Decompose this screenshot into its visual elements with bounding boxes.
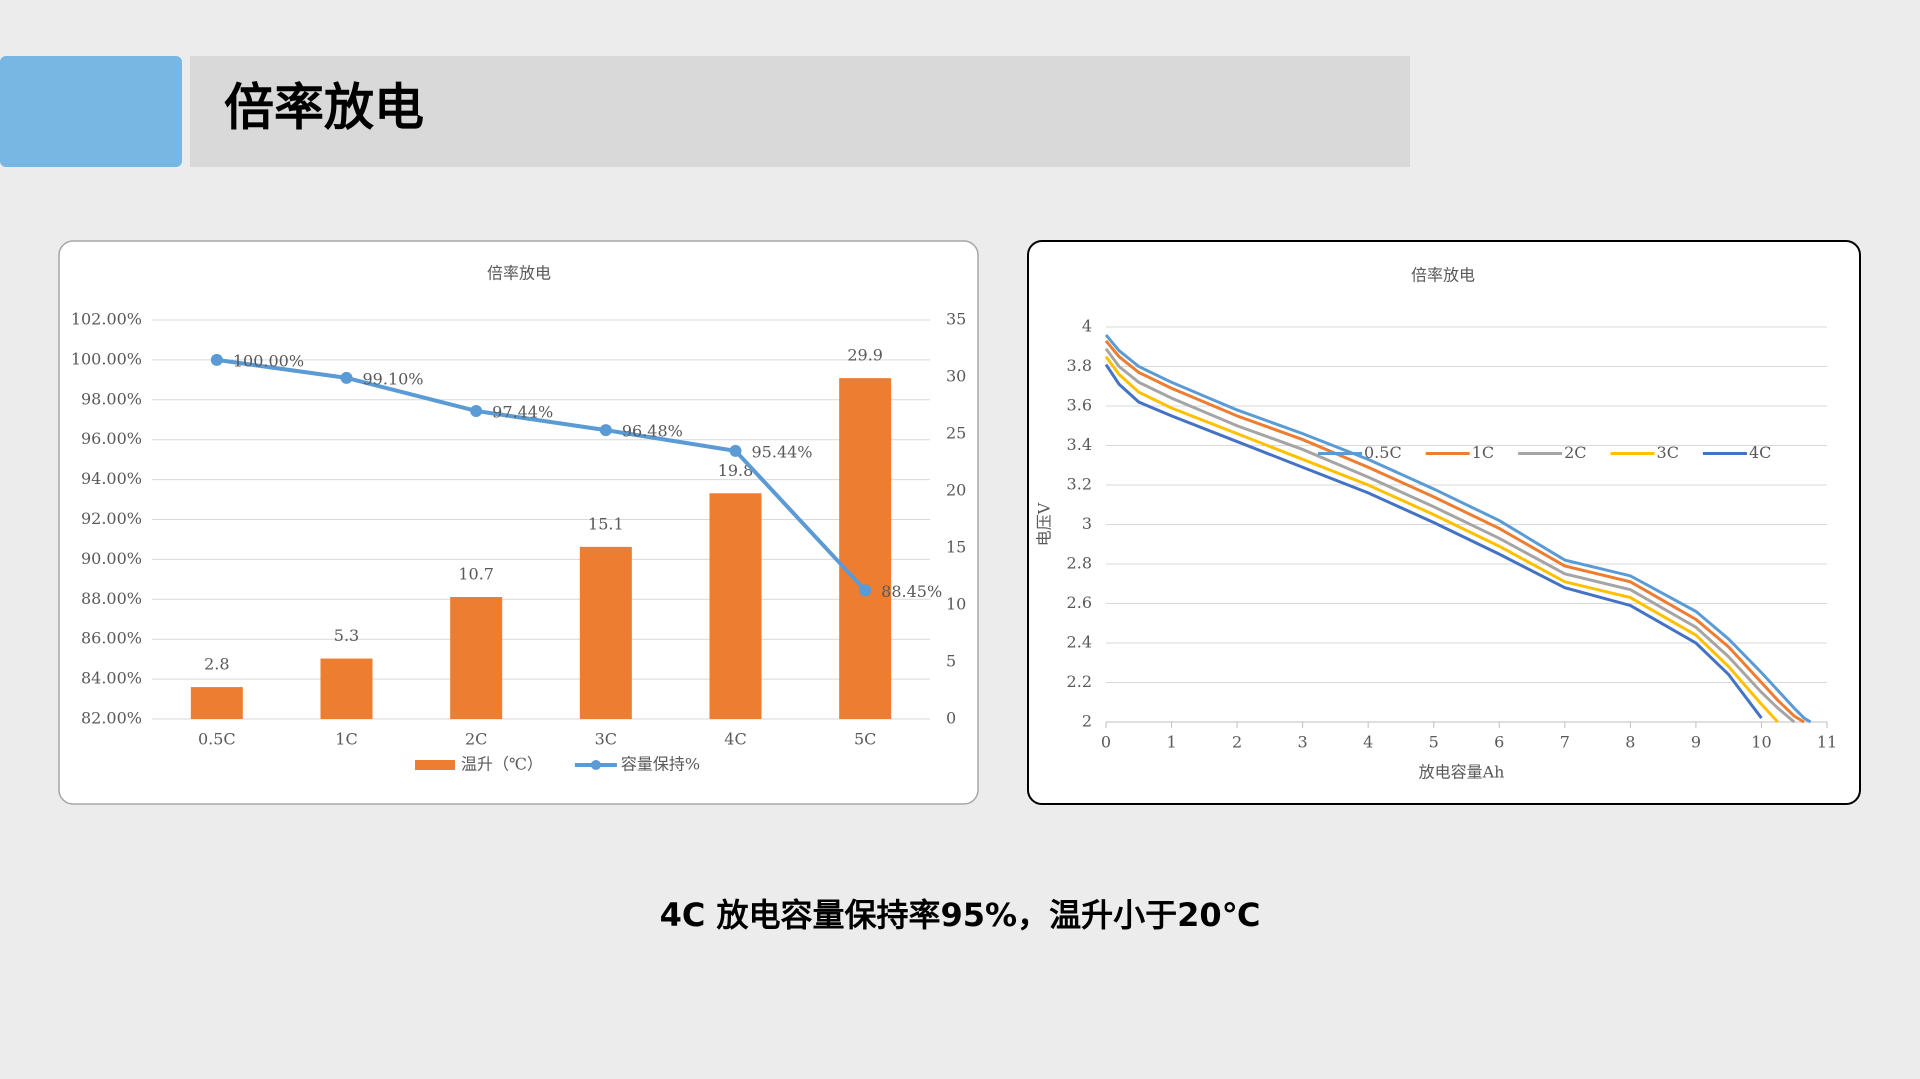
y-tick-label: 84.00% — [81, 669, 142, 688]
x-tick-label: 4C — [724, 730, 746, 749]
bar — [709, 493, 762, 719]
line-point — [859, 584, 872, 597]
legend-label: 3C — [1657, 443, 1679, 462]
line-point — [340, 371, 353, 384]
legend-swatch — [590, 760, 601, 770]
bar-value-label: 10.7 — [458, 565, 494, 584]
y-tick-label: 3.4 — [1067, 435, 1092, 454]
line-point — [729, 444, 742, 457]
y-tick-label: 88.00% — [81, 589, 142, 608]
bar-value-label: 29.9 — [847, 346, 883, 365]
accent-block — [0, 56, 182, 167]
x-tick-label: 6 — [1494, 733, 1504, 752]
x-tick-label: 11 — [1817, 733, 1837, 752]
bar — [190, 687, 243, 719]
y-tick-label: 3.8 — [1067, 356, 1092, 375]
line-point — [599, 424, 612, 437]
y2-tick-label: 30 — [946, 367, 966, 386]
y-tick-label: 86.00% — [81, 629, 142, 648]
line — [1104, 347, 1796, 724]
y-tick-label: 96.00% — [81, 429, 142, 448]
x-tick-label: 5 — [1429, 733, 1439, 752]
header-bar — [190, 56, 1410, 167]
y-tick-label: 3.6 — [1067, 396, 1092, 415]
line — [1104, 339, 1805, 724]
y2-tick-label: 0 — [946, 709, 956, 728]
line-value-label: 96.48% — [622, 422, 683, 441]
legend-label: 4C — [1749, 443, 1771, 462]
bar-value-label: 19.8 — [718, 461, 754, 480]
line-value-label: 95.44% — [752, 442, 813, 461]
x-tick-label: 10 — [1751, 733, 1771, 752]
x-tick-label: 3 — [1298, 733, 1308, 752]
x-tick-label: 9 — [1691, 733, 1701, 752]
chart-title: 倍率放电 — [487, 264, 551, 283]
y2-tick-label: 25 — [946, 424, 966, 443]
x-tick-label: 3C — [595, 730, 617, 749]
y-tick-label: 3.2 — [1067, 475, 1092, 494]
y-tick-label: 90.00% — [81, 549, 142, 568]
line-value-label: 97.44% — [492, 402, 553, 421]
chart-panel — [1027, 240, 1861, 805]
line-point — [210, 353, 223, 366]
line — [216, 357, 867, 592]
bar-value-label: 5.3 — [334, 626, 359, 645]
x-tick-label: 5C — [854, 730, 876, 749]
y-tick-label: 92.00% — [81, 509, 142, 528]
x-tick-label: 8 — [1625, 733, 1635, 752]
page-title: 倍率放电 — [224, 79, 424, 137]
x-tick-label: 2C — [465, 730, 487, 749]
y-tick-label: 82.00% — [81, 709, 142, 728]
x-tick-label: 7 — [1560, 733, 1570, 752]
x-tick-label: 0 — [1101, 733, 1111, 752]
bar-value-label: 2.8 — [204, 655, 229, 674]
legend-label: 温升（℃） — [461, 755, 543, 774]
y-tick-label: 100.00% — [71, 349, 142, 368]
legend-label: 0.5C — [1364, 443, 1402, 462]
line — [1104, 355, 1779, 724]
x-tick-label: 2 — [1232, 733, 1242, 752]
y-tick-label: 102.00% — [71, 310, 142, 329]
line-value-label: 100.00% — [233, 351, 304, 370]
legend-label: 容量保持% — [621, 755, 700, 774]
line-value-label: 88.45% — [881, 582, 942, 601]
y-axis-label: 电压V — [1035, 502, 1054, 546]
y-tick-label: 94.00% — [81, 469, 142, 488]
y2-tick-label: 5 — [946, 652, 956, 671]
y-tick-label: 3 — [1082, 514, 1092, 533]
line-value-label: 99.10% — [363, 369, 424, 388]
y2-tick-label: 10 — [946, 595, 966, 614]
y-tick-label: 2.2 — [1067, 672, 1092, 691]
chart-title: 倍率放电 — [1411, 266, 1475, 285]
bar — [320, 658, 373, 719]
x-tick-label: 1C — [335, 730, 357, 749]
bar — [839, 378, 892, 719]
y-tick-label: 98.00% — [81, 389, 142, 408]
y-tick-label: 2.4 — [1067, 633, 1092, 652]
legend-label: 2C — [1564, 443, 1586, 462]
y2-tick-label: 20 — [946, 481, 966, 500]
y2-tick-label: 35 — [946, 310, 966, 329]
y-tick-label: 2.6 — [1067, 593, 1092, 612]
legend-label: 1C — [1472, 443, 1494, 462]
x-tick-label: 1 — [1166, 733, 1176, 752]
y-tick-label: 2 — [1082, 712, 1092, 731]
line-point — [470, 404, 483, 417]
legend-swatch — [415, 760, 455, 770]
y-tick-label: 4 — [1082, 317, 1092, 336]
x-tick-label: 0.5C — [198, 730, 236, 749]
x-axis-label: 放电容量Ah — [1419, 763, 1505, 782]
bar — [450, 597, 503, 719]
y-tick-label: 2.8 — [1067, 554, 1092, 573]
bar-value-label: 15.1 — [588, 514, 624, 533]
line — [1104, 333, 1812, 724]
bar — [579, 546, 632, 719]
caption: 4C 放电容量保持率95%，温升小于20℃ — [660, 896, 1261, 934]
x-tick-label: 4 — [1363, 733, 1373, 752]
y2-tick-label: 15 — [946, 538, 966, 557]
line — [1104, 363, 1763, 719]
